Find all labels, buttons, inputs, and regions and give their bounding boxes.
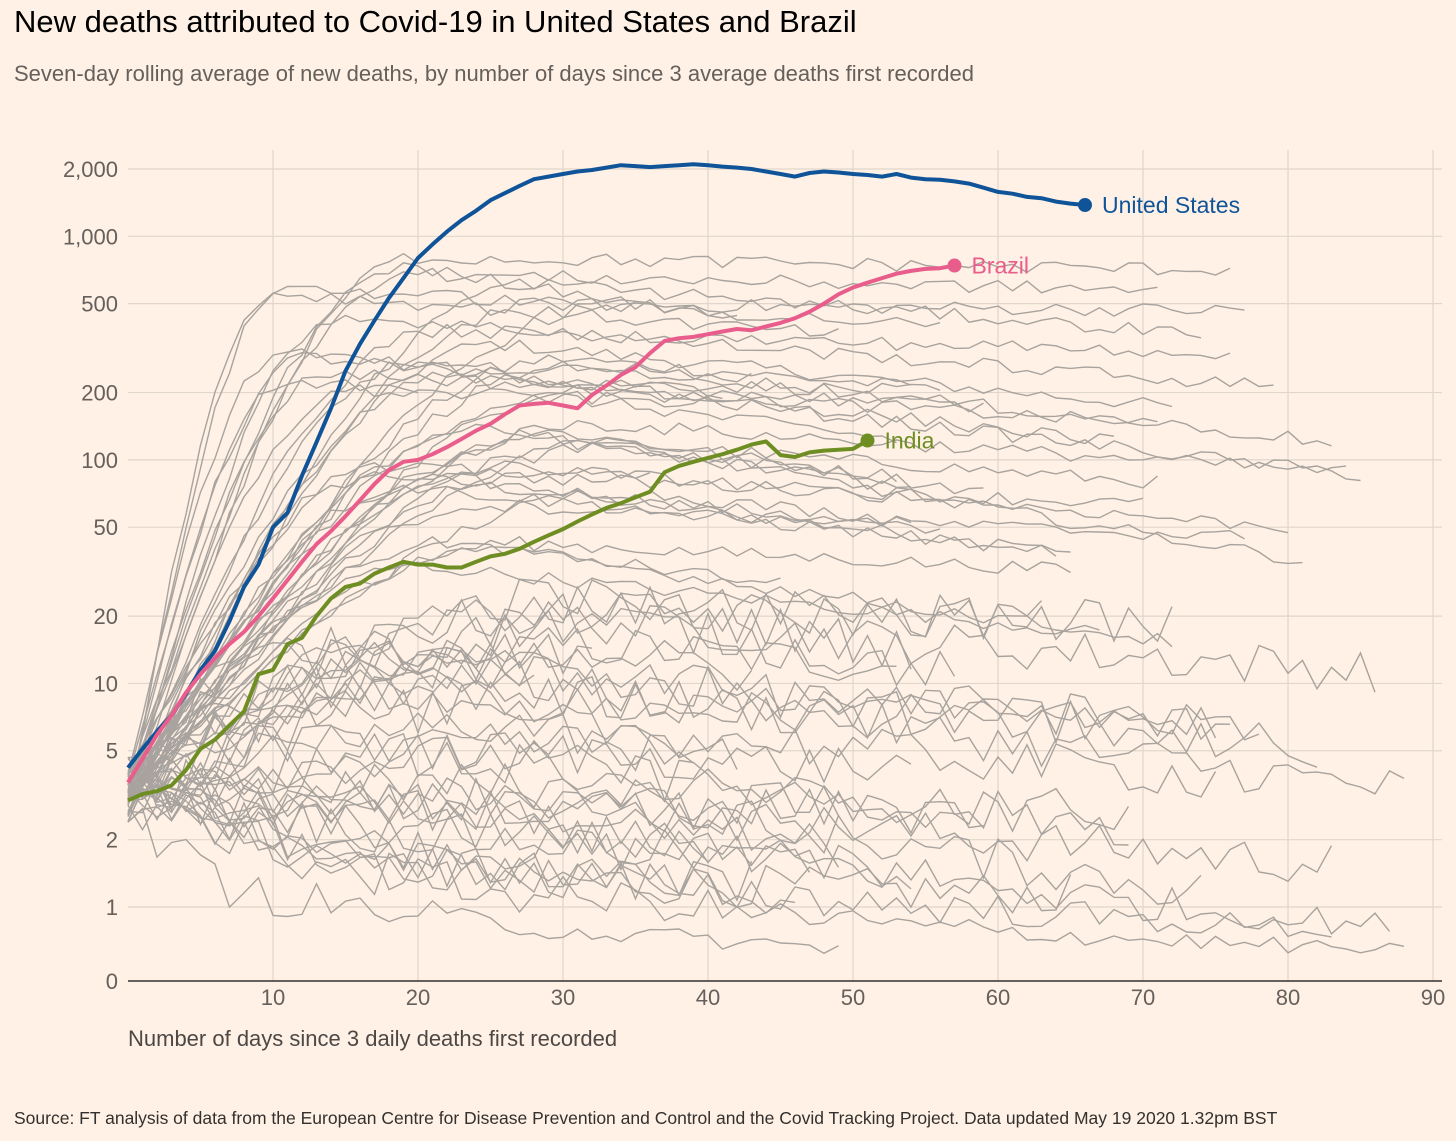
x-tick-label: 30	[551, 985, 575, 1010]
background-country-line	[127, 391, 897, 781]
united-states-label: United States	[1102, 192, 1240, 218]
background-country-line	[127, 429, 984, 776]
background-country-line	[127, 786, 709, 863]
background-country-line	[127, 757, 1332, 938]
background-country-line	[127, 807, 839, 955]
background-country-line	[127, 267, 1158, 786]
x-tick-label: 80	[1276, 985, 1300, 1010]
background-country-line	[127, 592, 1043, 787]
y-tick-label: 10	[94, 671, 118, 696]
background-country-line	[127, 780, 1405, 954]
x-tick-label: 60	[986, 985, 1010, 1010]
background-country-line	[127, 361, 752, 814]
india-label: India	[885, 428, 935, 454]
background-country-line	[127, 439, 897, 816]
background-country-line	[127, 585, 1173, 780]
background-country-line	[127, 419, 1347, 800]
x-tick-label: 50	[841, 985, 865, 1010]
y-tick-label: 20	[94, 604, 118, 629]
background-country-line	[127, 777, 984, 835]
y-tick-label: 5	[106, 739, 118, 764]
background-country-line	[127, 323, 1231, 793]
background-country-line	[127, 782, 840, 868]
brazil-label: Brazil	[972, 253, 1030, 279]
background-country-line	[127, 657, 1405, 795]
background-country-line	[127, 785, 1333, 883]
y-axis-labels: 0 1 2 5 10 20 50 100 200 500 1,000 2,000	[63, 157, 118, 994]
background-country-line	[127, 348, 1115, 775]
background-country-line	[127, 633, 593, 775]
x-axis-labels: 10 20 30 40 50 60 70 80 90	[261, 985, 1445, 1010]
x-axis-title: Number of days since 3 daily deaths firs…	[128, 1026, 617, 1051]
background-country-line	[127, 545, 1173, 800]
background-country-line	[127, 688, 1217, 798]
background-country-line	[127, 712, 694, 803]
background-country-line	[127, 252, 1231, 806]
background-country-line	[127, 339, 1173, 815]
x-tick-label: 20	[406, 985, 430, 1010]
brazil-endpoint	[947, 258, 962, 273]
x-tick-label: 40	[696, 985, 720, 1010]
background-country-line	[127, 379, 419, 794]
background-country-line	[127, 764, 912, 890]
background-country-line	[127, 783, 1072, 914]
india-endpoint	[860, 433, 875, 448]
x-tick-label: 70	[1131, 985, 1155, 1010]
background-country-line	[127, 371, 984, 772]
y-tick-label: 500	[81, 292, 118, 317]
background-country-line	[127, 762, 1202, 905]
background-country-line	[127, 607, 956, 822]
background-country-line	[127, 297, 1245, 785]
gridlines	[128, 150, 1442, 981]
background-country-line	[127, 379, 941, 803]
background-country-line	[127, 278, 1202, 813]
background-country-line	[127, 423, 912, 784]
y-tick-label: 1	[106, 895, 118, 920]
background-country-line	[127, 384, 723, 797]
highlight-series-lines: United States Brazil India	[126, 162, 1240, 803]
background-country-line	[127, 723, 738, 797]
background-country-line	[127, 641, 1318, 791]
background-country-line	[127, 360, 1332, 786]
background-country-line	[127, 460, 1289, 803]
background-country-line	[127, 262, 636, 786]
chart-subtitle: Seven-day rolling average of new deaths,…	[14, 61, 974, 86]
united-states-line	[126, 162, 1086, 769]
y-tick-label: 50	[94, 515, 118, 540]
background-country-line	[127, 351, 1361, 778]
background-country-line	[127, 637, 1217, 769]
india-line	[127, 438, 869, 803]
background-country-line	[127, 292, 839, 803]
y-tick-label: 200	[81, 381, 118, 406]
background-country-line	[127, 681, 1260, 803]
background-country-line	[127, 666, 1231, 781]
y-tick-label: 2,000	[63, 157, 118, 182]
background-country-lines	[127, 252, 1405, 955]
background-country-line	[127, 639, 753, 814]
background-country-line	[127, 725, 1129, 846]
y-tick-label: 100	[81, 448, 118, 473]
brazil-line	[126, 263, 955, 784]
y-tick-label: 1,000	[63, 224, 118, 249]
source-note: Source: FT analysis of data from the Eur…	[14, 1108, 1278, 1128]
chart-title: New deaths attributed to Covid-19 in Uni…	[14, 4, 857, 39]
united-states-endpoint	[1078, 198, 1092, 213]
background-country-line	[127, 499, 1245, 812]
background-country-line	[127, 732, 912, 798]
background-country-line	[127, 767, 1391, 936]
x-tick-label: 10	[261, 985, 285, 1010]
y-tick-label: 2	[106, 828, 118, 853]
background-country-line	[127, 776, 1130, 833]
x-tick-label: 90	[1421, 985, 1445, 1010]
background-country-line	[127, 536, 781, 781]
y-tick-label: 0	[106, 969, 118, 994]
background-country-line	[127, 314, 1274, 806]
background-country-line	[127, 736, 840, 817]
background-country-line	[127, 354, 912, 801]
background-country-line	[127, 369, 1158, 800]
